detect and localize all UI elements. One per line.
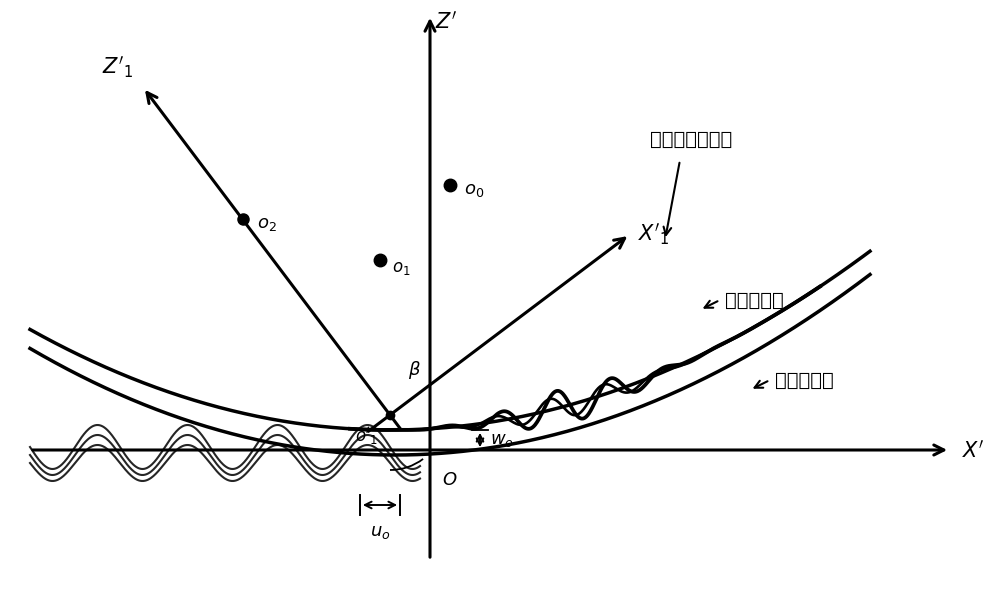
Text: $o'_1$: $o'_1$ — [355, 425, 378, 447]
Text: 理想反射面: 理想反射面 — [775, 371, 834, 390]
Text: $u_o$: $u_o$ — [370, 523, 390, 541]
Text: $X'_1$: $X'_1$ — [638, 222, 669, 247]
Text: $o_0$: $o_0$ — [464, 181, 484, 199]
Text: $O$: $O$ — [442, 471, 457, 489]
Text: $Z'_1$: $Z'_1$ — [102, 54, 133, 79]
Text: $X'$: $X'$ — [962, 439, 985, 461]
Text: $w_o$: $w_o$ — [490, 431, 514, 449]
Text: 最佳咀合抛物面: 最佳咀合抛物面 — [650, 130, 732, 149]
Text: $o_2$: $o_2$ — [257, 215, 276, 234]
Text: 变形反射面: 变形反射面 — [725, 290, 784, 309]
Text: $Z'$: $Z'$ — [435, 10, 457, 32]
Text: $\beta$: $\beta$ — [408, 359, 421, 381]
Text: $o_1$: $o_1$ — [392, 259, 411, 277]
